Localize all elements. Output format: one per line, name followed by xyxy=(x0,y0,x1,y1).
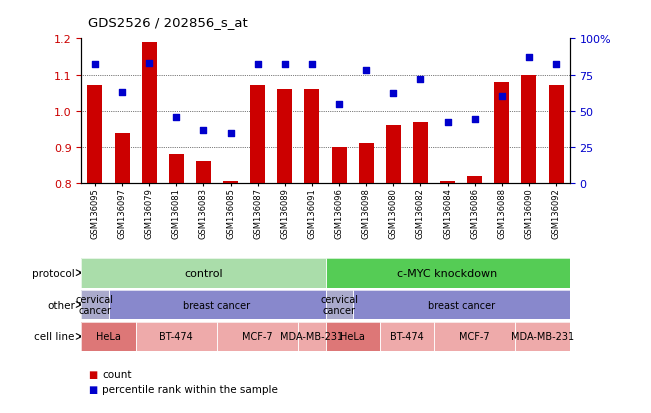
Text: BT-474: BT-474 xyxy=(159,332,193,342)
Text: count: count xyxy=(102,369,132,379)
Text: MCF-7: MCF-7 xyxy=(460,332,490,342)
Bar xyxy=(331,147,346,184)
Text: ■: ■ xyxy=(88,384,97,394)
Bar xyxy=(521,75,536,184)
Point xyxy=(334,101,344,107)
Bar xyxy=(549,86,564,184)
Bar xyxy=(386,126,401,184)
Bar xyxy=(87,86,102,184)
Text: ■: ■ xyxy=(88,369,97,379)
Point xyxy=(388,91,398,97)
Point xyxy=(551,62,561,69)
Point xyxy=(117,90,128,96)
Point xyxy=(415,76,426,83)
Bar xyxy=(115,133,130,184)
Bar xyxy=(196,162,211,184)
Point xyxy=(171,114,182,121)
Point xyxy=(497,94,507,100)
Point xyxy=(443,120,453,126)
Text: cervical
cancer: cervical cancer xyxy=(320,294,358,316)
Point xyxy=(225,130,236,136)
Bar xyxy=(223,182,238,184)
Bar xyxy=(413,122,428,184)
Text: BT-474: BT-474 xyxy=(390,332,424,342)
Text: percentile rank within the sample: percentile rank within the sample xyxy=(102,384,278,394)
Bar xyxy=(169,155,184,184)
Point xyxy=(90,62,100,69)
Point xyxy=(280,62,290,69)
Bar xyxy=(359,144,374,184)
Text: MDA-MB-231: MDA-MB-231 xyxy=(281,332,344,342)
Text: breast cancer: breast cancer xyxy=(184,300,251,310)
Text: control: control xyxy=(184,268,223,278)
Bar xyxy=(250,86,265,184)
Text: cell line: cell line xyxy=(35,332,75,342)
Text: breast cancer: breast cancer xyxy=(428,300,495,310)
Bar xyxy=(467,177,482,184)
Bar xyxy=(494,83,509,184)
Point xyxy=(198,127,208,134)
Text: protocol: protocol xyxy=(32,268,75,278)
Bar xyxy=(305,90,320,184)
Bar xyxy=(440,182,455,184)
Point xyxy=(144,60,154,67)
Text: MDA-MB-231: MDA-MB-231 xyxy=(511,332,574,342)
Bar xyxy=(142,43,157,184)
Text: cervical
cancer: cervical cancer xyxy=(76,294,114,316)
Point xyxy=(469,117,480,123)
Text: HeLa: HeLa xyxy=(340,332,365,342)
Text: MCF-7: MCF-7 xyxy=(242,332,273,342)
Text: other: other xyxy=(47,300,75,310)
Point xyxy=(253,62,263,69)
Text: GDS2526 / 202856_s_at: GDS2526 / 202856_s_at xyxy=(88,16,247,29)
Point xyxy=(307,62,317,69)
Bar xyxy=(277,90,292,184)
Point xyxy=(361,68,371,74)
Text: HeLa: HeLa xyxy=(96,332,121,342)
Text: c-MYC knockdown: c-MYC knockdown xyxy=(398,268,497,278)
Point xyxy=(523,55,534,61)
